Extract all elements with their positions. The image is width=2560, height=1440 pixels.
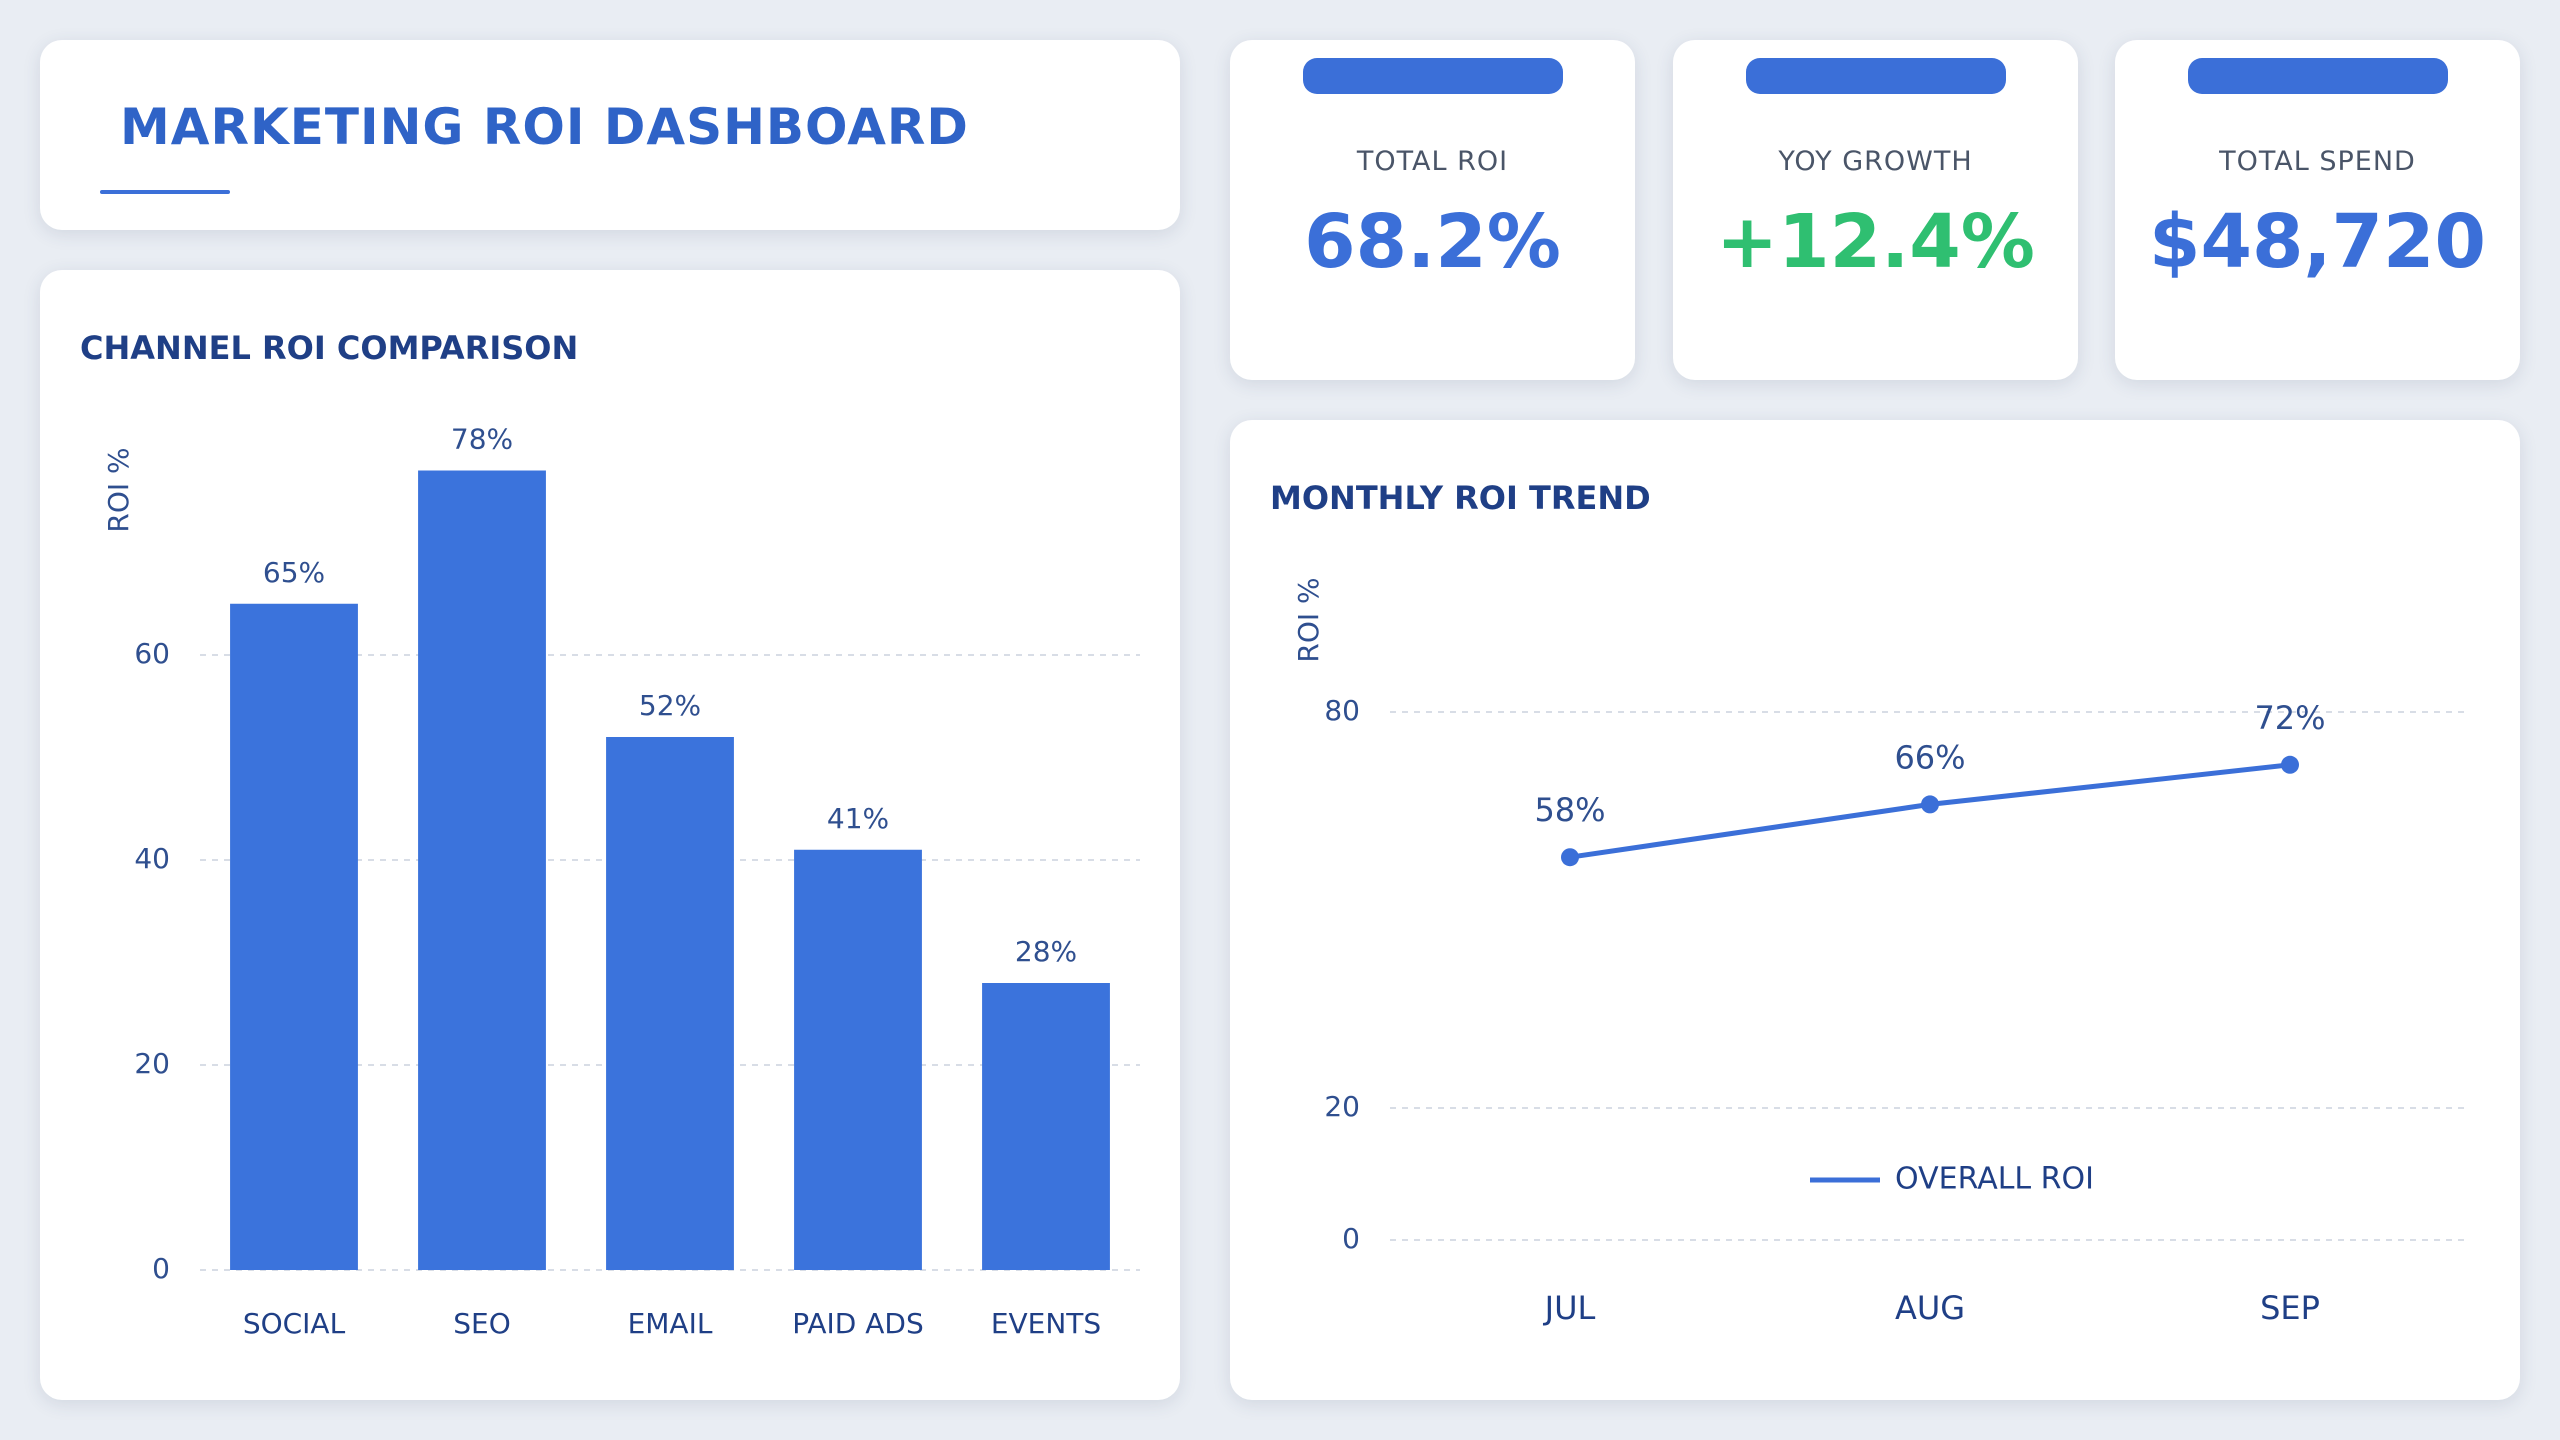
x-tick-label: JUL <box>1543 1289 1596 1327</box>
line-chart-card: MONTHLY ROI TREND ROI % 0 20 80 JUL AUG SEP 58% 6… <box>1230 420 2520 1400</box>
y-tick-label: 60 <box>134 637 170 670</box>
kpi-label: TOTAL SPEND <box>2219 146 2416 177</box>
data-label: 72% <box>2254 699 2325 737</box>
kpi-card: TOTAL ROI 68.2% <box>1230 40 1635 380</box>
kpi-accent <box>2187 58 2448 94</box>
y-axis-label: ROI % <box>1292 577 1325 662</box>
data-label: 52% <box>639 689 701 722</box>
x-tick-label: SEP <box>2260 1289 2320 1327</box>
bar-chart-card: CHANNEL ROI COMPARISON ROI % 0 20 40 60 65% SOC… <box>40 270 1180 1400</box>
data-label: 66% <box>1894 738 1965 776</box>
kpi-value: 68.2% <box>1304 199 1561 285</box>
point <box>1561 848 1579 867</box>
kpi-label: YOY GROWTH <box>1778 146 1973 177</box>
point <box>1921 795 1939 814</box>
bar <box>418 470 546 1270</box>
y-tick-label: 20 <box>1324 1090 1360 1123</box>
title-underline <box>100 190 230 194</box>
bar <box>606 737 734 1270</box>
y-axis-label: ROI % <box>102 447 135 532</box>
x-tick-label: SEO <box>453 1307 511 1340</box>
bar <box>230 603 358 1270</box>
y-tick-label: 20 <box>134 1047 170 1080</box>
x-tick-label: EVENTS <box>991 1307 1101 1340</box>
chart-title: CHANNEL ROI COMPARISON <box>80 329 578 367</box>
data-label: 65% <box>263 556 325 589</box>
kpi-accent <box>1745 58 2006 94</box>
x-tick-label: PAID ADS <box>792 1307 923 1340</box>
data-label: 58% <box>1534 791 1605 829</box>
x-tick-label: EMAIL <box>628 1307 713 1340</box>
kpi-card: YOY GROWTH +12.4% <box>1673 40 2078 380</box>
data-label: 41% <box>827 802 889 835</box>
header-card: MARKETING ROI DASHBOARD <box>40 40 1180 230</box>
kpi-value: $48,720 <box>2148 199 2487 285</box>
bar-chart: CHANNEL ROI COMPARISON ROI % 0 20 40 60 65% SOC… <box>80 329 1140 1340</box>
kpi-card: TOTAL SPEND $48,720 <box>2115 40 2520 380</box>
y-tick-label: 40 <box>134 842 170 875</box>
bar <box>982 983 1110 1270</box>
bar <box>794 849 922 1270</box>
y-tick-label: 80 <box>1324 694 1360 727</box>
y-tick-label: 0 <box>152 1252 170 1285</box>
legend-label: OVERALL ROI <box>1895 1162 2094 1197</box>
x-tick-label: SOCIAL <box>243 1307 346 1340</box>
data-label: 28% <box>1015 935 1077 968</box>
kpi-label: TOTAL ROI <box>1356 146 1509 177</box>
point <box>2281 755 2299 774</box>
kpi-accent <box>1302 58 1563 94</box>
line-chart: MONTHLY ROI TREND ROI % 0 20 80 JUL AUG SEP 58% 6… <box>1270 479 2470 1327</box>
kpi-value: +12.4% <box>1716 199 2035 285</box>
data-label: 78% <box>451 423 513 456</box>
y-tick-label: 0 <box>1342 1222 1360 1255</box>
dashboard-title: MARKETING ROI DASHBOARD <box>120 98 969 156</box>
x-tick-label: AUG <box>1895 1289 1965 1327</box>
chart-title: MONTHLY ROI TREND <box>1270 479 1651 517</box>
